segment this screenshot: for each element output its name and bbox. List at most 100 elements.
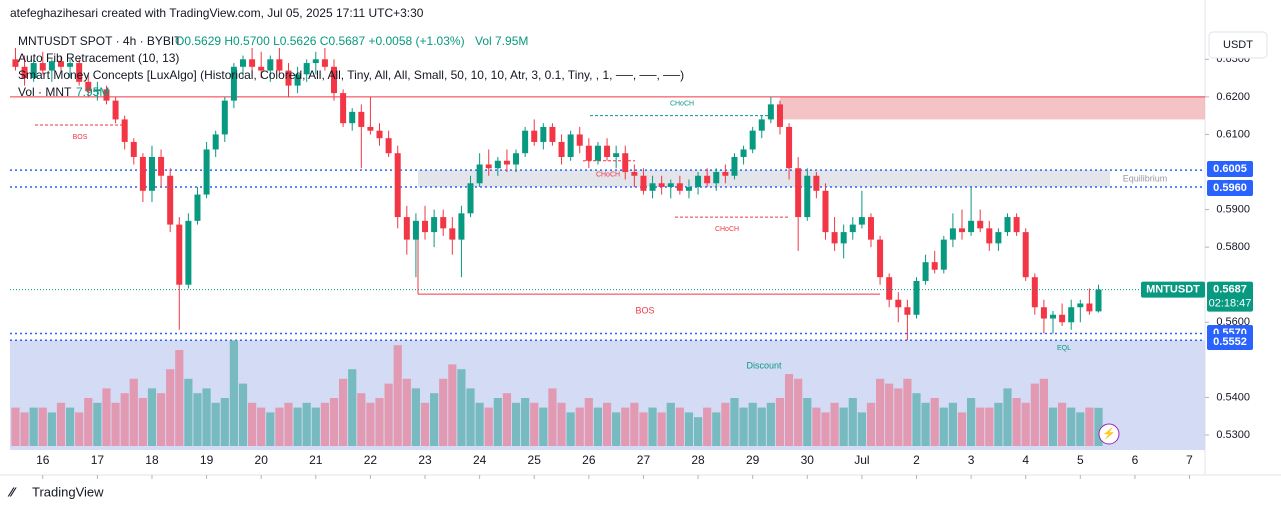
candle-body bbox=[676, 183, 683, 191]
candle-body bbox=[1059, 314, 1066, 323]
candle-body bbox=[704, 175, 711, 184]
candle-body bbox=[740, 149, 747, 157]
logo-mark: ⁄⁄ bbox=[7, 484, 17, 499]
candle-body bbox=[831, 232, 838, 244]
last-price-box bbox=[1141, 281, 1205, 298]
volume-bar bbox=[548, 388, 557, 446]
y-tick-label: 0.6300 bbox=[1216, 53, 1250, 65]
candle-body bbox=[594, 145, 601, 161]
currency[interactable]: USDT bbox=[1223, 39, 1253, 51]
volume-bar bbox=[903, 378, 912, 446]
volume-bar bbox=[384, 383, 393, 446]
volume-bar bbox=[402, 378, 411, 446]
premium-zone bbox=[780, 96, 1205, 120]
candle-body bbox=[968, 220, 975, 233]
volume-bar bbox=[812, 407, 821, 446]
x-tick-label: 3 bbox=[968, 453, 975, 467]
volume-bar bbox=[275, 407, 284, 446]
volume-bar bbox=[329, 398, 339, 446]
volume-bar bbox=[803, 398, 812, 446]
countdown: 02:18:47 bbox=[1209, 297, 1252, 309]
volume-bar bbox=[530, 402, 539, 446]
candle-body bbox=[76, 63, 83, 82]
candle-body bbox=[167, 175, 174, 225]
volume-bar bbox=[457, 369, 466, 446]
alert-icon-glyph[interactable]: ⚡ bbox=[1102, 427, 1116, 440]
legend: atefeghazihesari created with TradingVie… bbox=[7, 6, 1268, 499]
candle-body bbox=[312, 59, 319, 64]
indicator: Vol · MNT bbox=[18, 85, 72, 99]
indicator: Smart Money Concepts [LuxAlgo] (Historic… bbox=[18, 68, 684, 82]
volume-bar bbox=[784, 374, 794, 446]
volume-bar bbox=[839, 407, 848, 446]
x-tick-label: 24 bbox=[473, 453, 487, 467]
candle-body bbox=[349, 111, 356, 124]
candle-body bbox=[567, 134, 574, 157]
candle-body bbox=[640, 175, 647, 191]
x-tick-label: 27 bbox=[637, 453, 651, 467]
alert-icon[interactable] bbox=[1098, 423, 1120, 445]
candle-body bbox=[258, 66, 265, 71]
structure-label: CHoCH bbox=[715, 226, 739, 233]
candle-body bbox=[331, 66, 338, 94]
candle-body bbox=[203, 149, 210, 195]
y-tick-label: 0.5600 bbox=[1216, 316, 1250, 328]
candle-body bbox=[440, 217, 447, 229]
volume-bar bbox=[994, 402, 1003, 446]
volume-bar bbox=[1058, 402, 1067, 446]
candle-body bbox=[176, 224, 183, 285]
volume-bar bbox=[684, 412, 694, 446]
volume-bar bbox=[302, 402, 311, 446]
volume-bar bbox=[1085, 407, 1094, 446]
zone-label: Discount bbox=[746, 360, 782, 370]
volume-bar bbox=[1003, 388, 1012, 446]
candle-body bbox=[649, 183, 656, 191]
candle-body bbox=[239, 59, 246, 67]
x-tick-label: 30 bbox=[801, 453, 815, 467]
volume-bar bbox=[748, 402, 757, 446]
x-tick-label: 4 bbox=[1022, 453, 1029, 467]
volume-bar bbox=[411, 388, 421, 446]
candle-body bbox=[695, 175, 702, 188]
author: atefeghazihesari created with TradingVie… bbox=[10, 6, 424, 20]
x-tick-label: 28 bbox=[691, 453, 705, 467]
volume-bar bbox=[120, 393, 129, 446]
candle-body bbox=[886, 277, 893, 300]
candle-body bbox=[858, 217, 865, 225]
candle-body bbox=[977, 220, 984, 229]
volume-bar bbox=[229, 340, 238, 446]
volume-bar bbox=[730, 398, 739, 446]
x-tick-label: 18 bbox=[145, 453, 159, 467]
x-tick-label: 25 bbox=[528, 453, 542, 467]
candle-body bbox=[613, 153, 620, 157]
x-tick-label: 29 bbox=[746, 453, 760, 467]
volume-bar bbox=[75, 412, 84, 446]
y-tick-label: 0.6100 bbox=[1216, 128, 1250, 140]
candle-body bbox=[476, 164, 483, 184]
last-value: 0.5687 bbox=[1213, 283, 1247, 295]
candle-body bbox=[57, 61, 64, 67]
candle-body bbox=[1086, 303, 1093, 312]
candle-body bbox=[1022, 232, 1029, 278]
volume-bar bbox=[11, 407, 20, 446]
volume-bar bbox=[639, 412, 648, 446]
volume-bar bbox=[1021, 402, 1030, 446]
candle-body bbox=[949, 228, 956, 240]
volume-bar bbox=[65, 407, 75, 446]
x-tick-label: 7 bbox=[1186, 453, 1193, 467]
volume-bar bbox=[630, 402, 639, 446]
candle-body bbox=[249, 59, 256, 67]
volume-bar bbox=[202, 388, 211, 446]
volume-bar bbox=[193, 393, 202, 446]
candle-body bbox=[1031, 277, 1038, 308]
volume-bar bbox=[29, 407, 38, 446]
candle-body bbox=[267, 59, 274, 71]
candle-body bbox=[403, 217, 410, 240]
candle-body bbox=[1095, 289, 1102, 312]
currency-button[interactable] bbox=[1208, 31, 1268, 59]
candle-body bbox=[67, 63, 74, 67]
volume-bar bbox=[393, 345, 402, 446]
candle-body bbox=[913, 280, 920, 315]
volume-bar bbox=[602, 402, 612, 446]
